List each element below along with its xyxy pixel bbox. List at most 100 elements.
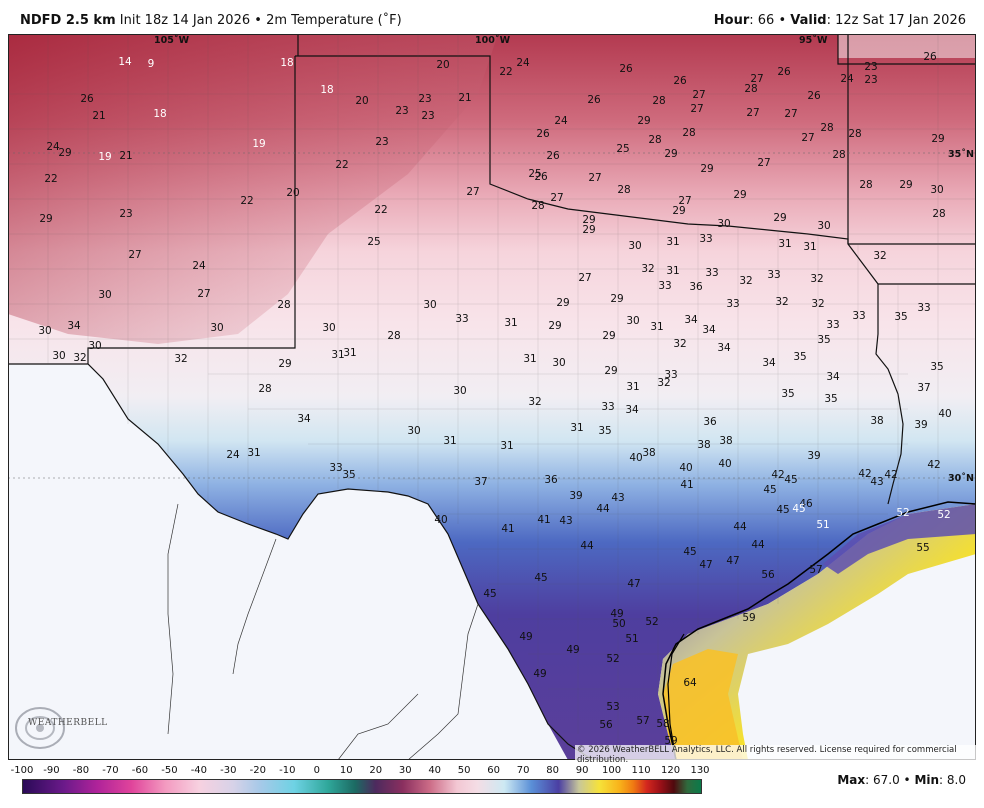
temperature-value: 23 <box>421 110 434 122</box>
temperature-value: 40 <box>679 462 692 474</box>
temperature-value: 46 <box>799 498 813 510</box>
temperature-value: 29 <box>548 320 561 332</box>
temperature-value: 18 <box>320 84 333 96</box>
temperature-value: 29 <box>610 293 623 305</box>
temperature-value: 35 <box>598 425 611 437</box>
temperature-value: 35 <box>793 351 806 363</box>
temperature-value: 47 <box>627 578 640 590</box>
temperature-value: 35 <box>817 334 830 346</box>
temperature-value: 33 <box>917 302 930 314</box>
temperature-value: 35 <box>342 469 355 481</box>
temperature-value: 28 <box>859 179 872 191</box>
temperature-value: 21 <box>119 150 132 162</box>
temperature-value: 30 <box>626 315 639 327</box>
weatherbell-logo-swirl <box>15 707 65 749</box>
temperature-value: 33 <box>705 267 718 279</box>
temperature-value: 41 <box>680 479 693 491</box>
temperature-value: 24 <box>226 449 240 461</box>
temperature-value: 27 <box>690 103 703 115</box>
temperature-value: 35 <box>781 388 794 400</box>
temperature-value: 33 <box>601 401 614 413</box>
temperature-value: 33 <box>767 269 780 281</box>
colorbar <box>22 779 702 794</box>
temperature-value: 47 <box>699 559 712 571</box>
temperature-value: 29 <box>733 189 746 201</box>
temperature-value: 20 <box>286 187 299 199</box>
temperature-value: 24 <box>46 141 60 153</box>
temperature-value: 27 <box>784 108 797 120</box>
temperature-value: 59 <box>664 735 677 747</box>
temperature-value: 31 <box>803 241 816 253</box>
temperature-value: 29 <box>278 358 291 370</box>
temperature-value: 45 <box>792 503 805 515</box>
temperature-value: 32 <box>775 296 788 308</box>
lat-label-30n: 30˚N <box>948 473 974 484</box>
temperature-value: 59 <box>742 612 755 624</box>
temperature-value: 21 <box>458 92 471 104</box>
temperature-value: 28 <box>277 299 290 311</box>
max-min-stats: Max: 67.0 • Min: 8.0 <box>837 773 966 787</box>
temperature-map[interactable]: 105˚W 100˚W 95˚W 35˚N 30˚N 14 9 18 20 24 22 26… <box>8 34 976 760</box>
temperature-value: 18 <box>153 108 166 120</box>
colorbar-tick-label: 90 <box>575 765 589 776</box>
temperature-value: 29 <box>773 212 786 224</box>
temperature-value: 31 <box>650 321 663 333</box>
temperature-value: 35 <box>894 311 907 323</box>
colorbar-tick-label: 60 <box>487 765 501 776</box>
temperature-value: 30 <box>210 322 223 334</box>
temperature-value: 42 <box>927 459 940 471</box>
temperature-value: 32 <box>73 352 86 364</box>
colorbar-tick-label: -100 <box>10 765 34 776</box>
graticule <box>8 152 976 479</box>
temperature-value: 31 <box>443 435 456 447</box>
temperature-value: 44 <box>596 503 610 515</box>
temperature-value: 31 <box>666 265 679 277</box>
temperature-value: 49 <box>566 644 579 656</box>
temperature-value: 37 <box>474 476 487 488</box>
max-label: Max <box>837 773 866 787</box>
temperature-value: 42 <box>858 468 871 480</box>
colorbar-tick-label: 130 <box>690 765 710 776</box>
temperature-value: 20 <box>436 59 449 71</box>
map-frame <box>8 34 976 760</box>
stats-separator: • <box>903 773 911 787</box>
temperature-value: 27 <box>746 107 759 119</box>
temperature-value: 34 <box>702 324 716 336</box>
coastline <box>662 501 976 760</box>
temperature-value: 30 <box>52 350 65 362</box>
temperature-value: 28 <box>648 134 661 146</box>
hour-value: : 66 <box>749 13 775 28</box>
temperature-value: 29 <box>672 205 685 217</box>
temperature-value: 32 <box>739 275 752 287</box>
temperature-value: 28 <box>617 184 630 196</box>
temperature-value: 32 <box>811 298 824 310</box>
temperature-value: 39 <box>569 490 582 502</box>
temperature-value: 26 <box>923 51 937 63</box>
temperature-value: 23 <box>418 93 431 105</box>
colorbar-tick-label: -20 <box>249 765 266 776</box>
temperature-value: 20 <box>355 95 368 107</box>
temperature-value: 33 <box>329 462 342 474</box>
temperature-value: 34 <box>717 342 731 354</box>
temperature-value: 38 <box>697 439 710 451</box>
temperature-value: 35 <box>824 393 837 405</box>
temperature-value: 50 <box>612 618 625 630</box>
temperature-value: 38 <box>870 415 883 427</box>
temperature-value: 30 <box>930 184 943 196</box>
temperature-value: 26 <box>619 63 633 75</box>
temperature-value: 23 <box>395 105 408 117</box>
temperature-value: 38 <box>719 435 732 447</box>
temperature-value: 45 <box>776 504 789 516</box>
temperature-value: 36 <box>689 281 703 293</box>
county-grid <box>8 34 976 760</box>
temperature-value: 56 <box>761 569 775 581</box>
temperature-value: 36 <box>703 416 717 428</box>
valid-label: Valid <box>790 13 827 28</box>
temperature-value: 44 <box>580 540 594 552</box>
temperature-value: 32 <box>873 250 886 262</box>
temperature-value: 41 <box>537 514 550 526</box>
temperature-value: 32 <box>810 273 823 285</box>
temperature-value: 25 <box>616 143 629 155</box>
temperature-value: 52 <box>896 507 909 519</box>
temperature-value: 28 <box>932 208 945 220</box>
